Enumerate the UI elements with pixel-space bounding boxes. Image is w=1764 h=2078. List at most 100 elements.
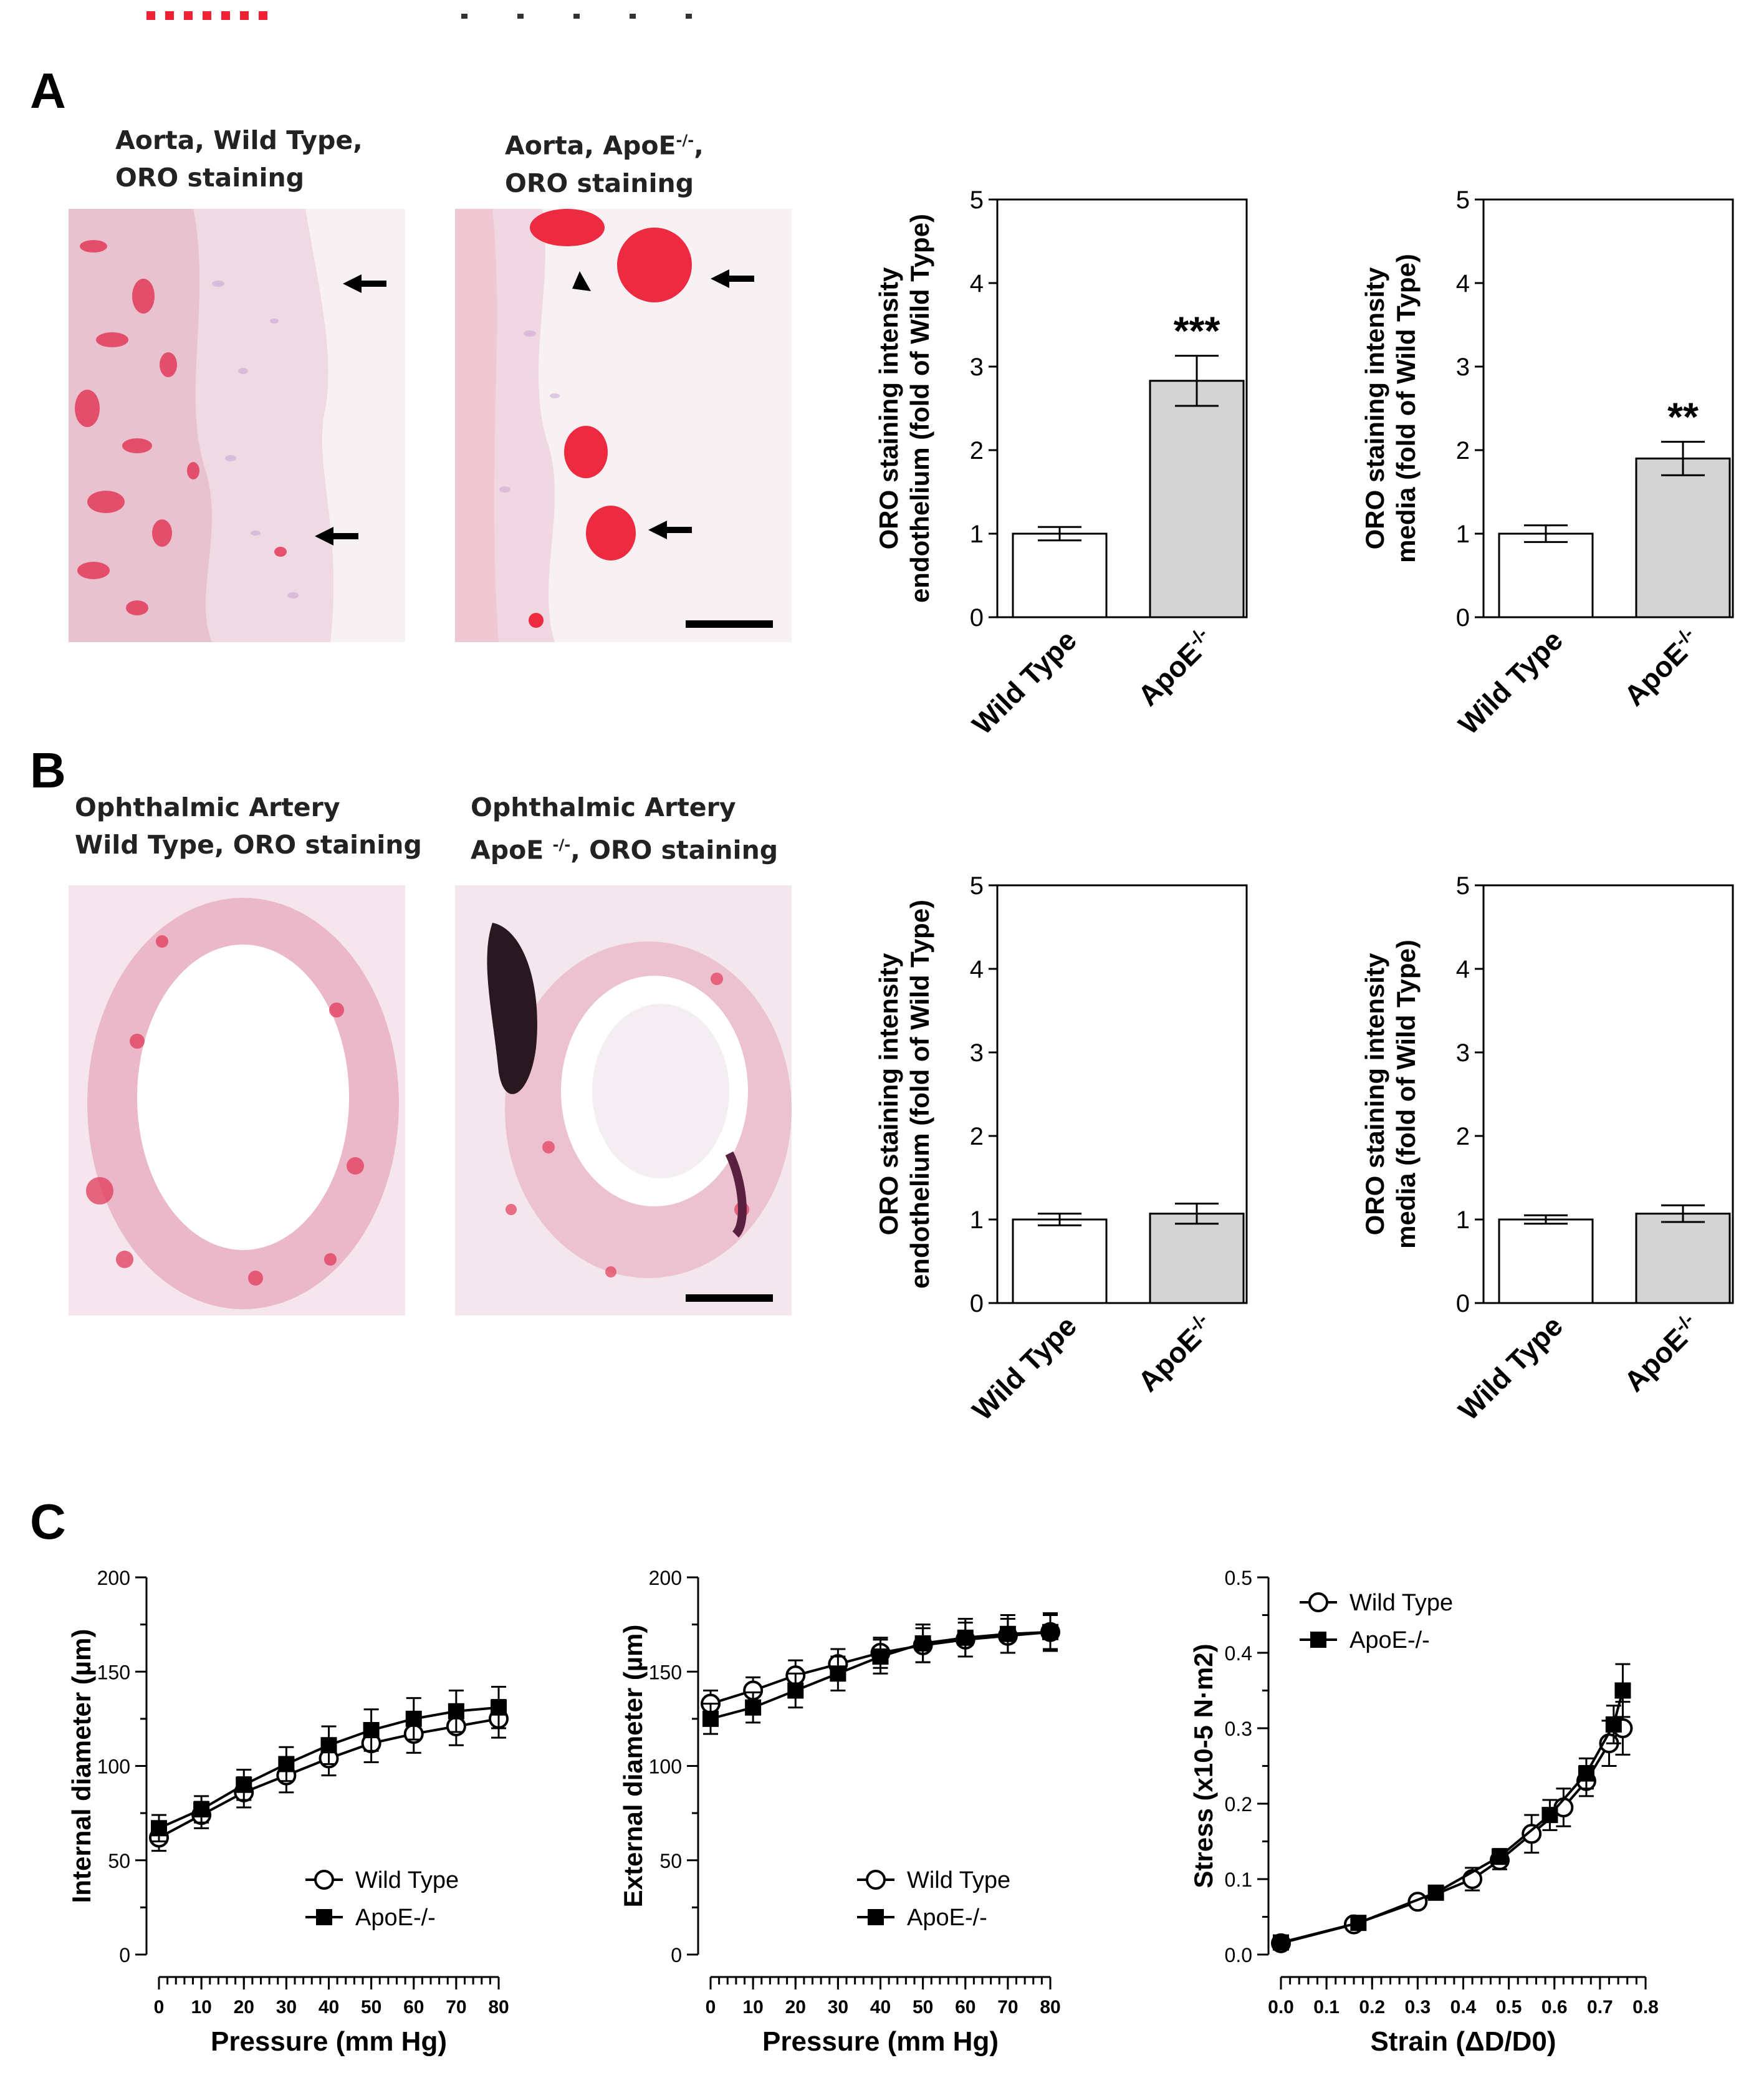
y-tick-label: 0.4 [1225, 1642, 1252, 1665]
legend-label: Wild Type [355, 1867, 459, 1893]
legend-marker-apoe [868, 1909, 884, 1925]
x-tick-label-group: ApoE-/- [1131, 623, 1211, 712]
data-point-apoe [278, 1756, 295, 1773]
bar-wild-type [1498, 1218, 1594, 1304]
panel-letter-c: C [30, 1494, 66, 1549]
x-tick-label: 40 [319, 1997, 339, 2018]
caption-aorta-apoe: Aorta, ApoE-/-, ORO staining [505, 122, 704, 202]
data-point-apoe [491, 1699, 507, 1716]
y-axis-label-group: Stress (x10-5 N·m2) [1189, 1643, 1218, 1888]
caption-line: Ophthalmic Artery [471, 792, 736, 822]
micrograph-aorta-wild-type [69, 209, 405, 642]
x-tick-label: 70 [997, 1997, 1018, 2018]
line-chart-internal-diameter: 0 50 100 150 200 0 10 20 30 40 50 60 70 80 Pressure (m… [67, 1567, 509, 2057]
x-tick-label: 10 [191, 1997, 211, 2018]
bar-chart-a-media: 0 1 2 3 4 5 ORO staining intensity media (fold … [1360, 186, 1734, 741]
y-label-line: endothelium (fold of Wild Type) [905, 214, 934, 603]
y-label-line: ORO staining intensity [874, 953, 903, 1235]
data-point-apoe [745, 1699, 762, 1716]
x-tick-label: 0.2 [1359, 1997, 1385, 2018]
y-tick-label: 0.0 [1225, 1944, 1252, 1966]
y-tick-label: 5 [970, 872, 984, 900]
data-point-apoe [1492, 1848, 1508, 1865]
caption-line: Ophthalmic Artery [75, 792, 340, 822]
y-tick-label: 2 [1456, 437, 1470, 464]
y-tick-label: 4 [1456, 270, 1470, 297]
y-tick-label: 0 [119, 1944, 130, 1966]
series-line [1280, 1727, 1624, 1945]
data-point-apoe [1614, 1682, 1631, 1699]
line-chart-external-diameter: 0 50 100 150 200 0 10 20 30 40 50 60 70 80 Pressure (m… [618, 1567, 1061, 2057]
x-tick-label: 70 [446, 1997, 466, 2018]
caption-aorta-wild-type: Aorta, Wild Type, ORO staining [115, 122, 363, 196]
data-point-apoe [193, 1801, 210, 1818]
x-tick-label: ApoE-/- [1618, 1309, 1706, 1398]
y-axis-label: External diameter (µm) [618, 1625, 648, 1908]
y-tick-label: 1 [1456, 521, 1470, 548]
legend-label: ApoE-/- [1349, 1627, 1430, 1653]
x-tick-label: 80 [488, 1997, 509, 2018]
y-tick-label: 0.3 [1225, 1718, 1252, 1740]
x-tick-label: 60 [955, 1997, 975, 2018]
x-axis-label: Pressure (mm Hg) [211, 2026, 447, 2057]
data-point-apoe [1042, 1623, 1058, 1640]
y-axis-label-group: Internal diameter (µm) [67, 1629, 96, 1903]
bar-wild-type [1498, 532, 1594, 618]
data-point-apoe [448, 1703, 464, 1720]
y-tick-label: 5 [970, 186, 984, 214]
y-tick-label: 2 [970, 437, 984, 464]
y-tick-label: 2 [970, 1123, 984, 1150]
bar-apoe [1635, 457, 1731, 618]
y-tick-label: 3 [1456, 1039, 1470, 1067]
y-axis-label: ORO staining intensity media (fold of Wil… [1360, 254, 1421, 563]
micrograph-ophthalmic-wild-type [69, 885, 405, 1316]
x-tick-label: 10 [742, 1997, 763, 2018]
x-tick-label: ApoE-/- [1618, 623, 1706, 712]
y-tick-label: 150 [649, 1661, 682, 1683]
data-point-apoe [872, 1648, 889, 1665]
y-axis-label: Internal diameter (µm) [67, 1629, 96, 1903]
bar-apoe [1635, 1213, 1731, 1304]
x-tick-label-group: ApoE-/- [1618, 1309, 1706, 1398]
y-tick-label: 200 [97, 1567, 130, 1589]
caption-line: ORO staining [115, 163, 305, 193]
plot-frame [1482, 198, 1734, 618]
y-tick-label: 100 [97, 1756, 130, 1778]
legend-label: Wild Type [1349, 1590, 1453, 1616]
x-tick-label-group: Wild Type [966, 623, 1083, 741]
y-tick-label: 2 [1456, 1123, 1470, 1150]
y-tick-label: 0.2 [1225, 1793, 1252, 1816]
x-tick-label: Wild Type [1452, 623, 1569, 741]
plot-frame [996, 884, 1248, 1304]
y-tick-label: 0 [1456, 1290, 1470, 1317]
data-point-apoe [363, 1722, 380, 1739]
x-tick-label-group: ApoE-/- [1618, 623, 1706, 712]
top-dark-mark [461, 14, 698, 19]
y-tick-label: 100 [649, 1756, 682, 1778]
legend-marker-wild-type [314, 1870, 334, 1890]
x-tick-label: 0.6 [1541, 1997, 1568, 2018]
x-tick-label: 0.8 [1632, 1997, 1659, 2018]
x-tick-label: 0.7 [1587, 1997, 1613, 2018]
x-tick-label: 60 [403, 1997, 424, 2018]
y-tick-label: 150 [97, 1661, 130, 1683]
x-tick-label-group: Wild Type [1452, 1309, 1569, 1426]
y-axis-label: ORO staining intensity endothelium (fold … [874, 900, 934, 1289]
y-axis-label: ORO staining intensity endothelium (fold … [874, 214, 934, 603]
x-tick-label: 30 [276, 1997, 297, 2018]
bar-wild-type [1012, 532, 1108, 618]
x-tick-label: ApoE-/- [1131, 1309, 1220, 1398]
data-point-apoe [1541, 1807, 1558, 1824]
x-tick-label: 20 [234, 1997, 254, 2018]
x-tick-label: 0.3 [1405, 1997, 1431, 2018]
y-tick-label: 4 [970, 956, 984, 983]
x-tick-label: Wild Type [966, 1309, 1083, 1426]
caption-text: , [694, 130, 704, 161]
data-point-apoe [1605, 1716, 1622, 1733]
legend-label: ApoE-/- [907, 1905, 987, 1931]
y-axis-label-group: External diameter (µm) [618, 1625, 648, 1908]
x-tick-label: 20 [785, 1997, 806, 2018]
y-tick-label: 50 [659, 1850, 682, 1872]
bar-chart-a-endothelium: 0 1 2 3 4 5 ORO staining intensity endothelium … [874, 186, 1248, 741]
x-tick-label: 50 [913, 1997, 933, 2018]
